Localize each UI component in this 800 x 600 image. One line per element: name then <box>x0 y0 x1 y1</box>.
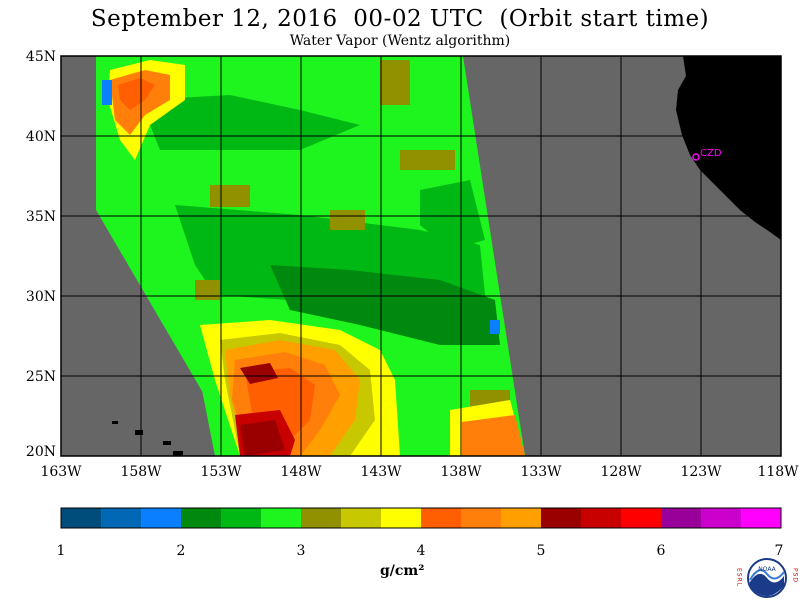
logo-text: NOAA <box>758 566 776 573</box>
colorbar-tick: 6 <box>656 543 666 559</box>
lat-label: 20N <box>26 444 56 460</box>
colorbar-swatch <box>61 508 102 528</box>
noaa-logo: NOAA ESRL PSD <box>736 558 799 598</box>
lon-label: 158W <box>120 464 162 480</box>
colorbar-swatch <box>381 508 422 528</box>
colorbar-swatch <box>301 508 342 528</box>
colorbar-swatch <box>661 508 702 528</box>
island <box>173 451 183 456</box>
colorbar-swatch <box>541 508 582 528</box>
lat-label: 25N <box>26 369 56 385</box>
colorbar-swatch <box>461 508 502 528</box>
olive-patch <box>195 280 220 300</box>
swath-layer <box>96 56 781 456</box>
chart-title: September 12, 2016 00-02 UTC (Orbit star… <box>90 6 710 32</box>
east-blue-patch <box>490 320 500 334</box>
olive-patch <box>210 185 250 207</box>
colorbar-swatch <box>581 508 622 528</box>
colorbar-tick: 1 <box>56 543 66 559</box>
colorbar-swatch <box>221 508 262 528</box>
land-north-america <box>676 56 781 240</box>
map-frame <box>60 55 782 457</box>
island <box>163 441 171 445</box>
lat-label: 40N <box>26 129 56 145</box>
lon-label: 138W <box>440 464 482 480</box>
lon-label: 128W <box>600 464 642 480</box>
lat-axis: 45N 40N 35N 30N 25N 20N <box>26 49 56 460</box>
lat-label: 30N <box>26 289 56 305</box>
nw-blue-patch <box>102 80 112 105</box>
green-band-east <box>420 180 485 250</box>
island <box>112 421 118 424</box>
chart-subtitle: Water Vapor (Wentz algorithm) <box>289 33 511 49</box>
lon-label: 133W <box>520 464 562 480</box>
colorbar-swatch <box>421 508 462 528</box>
colorbar-tick: 5 <box>536 543 546 559</box>
colorbar-swatch <box>701 508 742 528</box>
colorbar-swatch <box>621 508 662 528</box>
se-orange <box>462 415 525 456</box>
lon-label: 123W <box>680 464 722 480</box>
island <box>135 430 143 435</box>
colorbar-tick: 3 <box>296 543 306 559</box>
olive-patch <box>400 150 455 170</box>
colorbar-units: g/cm² <box>380 563 425 579</box>
lon-label: 153W <box>200 464 242 480</box>
colorbar-frame <box>60 507 782 529</box>
logo-right-letters: PSD <box>792 568 799 583</box>
green-band-dark <box>270 265 500 345</box>
lat-label: 35N <box>26 209 56 225</box>
colorbar-swatch <box>141 508 182 528</box>
station-marker <box>692 153 700 161</box>
colorbar-swatch <box>261 508 302 528</box>
lon-label: 143W <box>360 464 402 480</box>
colorbar-tick: 2 <box>176 543 186 559</box>
lon-label: 118W <box>757 464 799 480</box>
red-spot <box>240 363 278 384</box>
lat-label: 45N <box>26 49 56 65</box>
colorbar-swatch <box>341 508 382 528</box>
station-label: CZD <box>700 148 722 159</box>
colorbar <box>61 508 782 528</box>
south-darkred-core <box>240 420 285 456</box>
lon-label: 148W <box>280 464 322 480</box>
nw-plume-red <box>118 78 155 110</box>
colorbar-swatch <box>181 508 222 528</box>
olive-patch <box>380 60 410 105</box>
colorbar-swatch <box>101 508 142 528</box>
colorbar-swatch <box>741 508 782 528</box>
colorbar-swatch <box>501 508 542 528</box>
olive-patch <box>330 210 365 230</box>
colorbar-tick: 7 <box>774 543 784 559</box>
logo-left-letters: ESRL <box>736 568 743 587</box>
lon-label: 163W <box>40 464 82 480</box>
lon-axis: 163W 158W 153W 148W 143W 138W 133W 128W … <box>40 464 799 480</box>
colorbar-tick: 4 <box>416 543 426 559</box>
